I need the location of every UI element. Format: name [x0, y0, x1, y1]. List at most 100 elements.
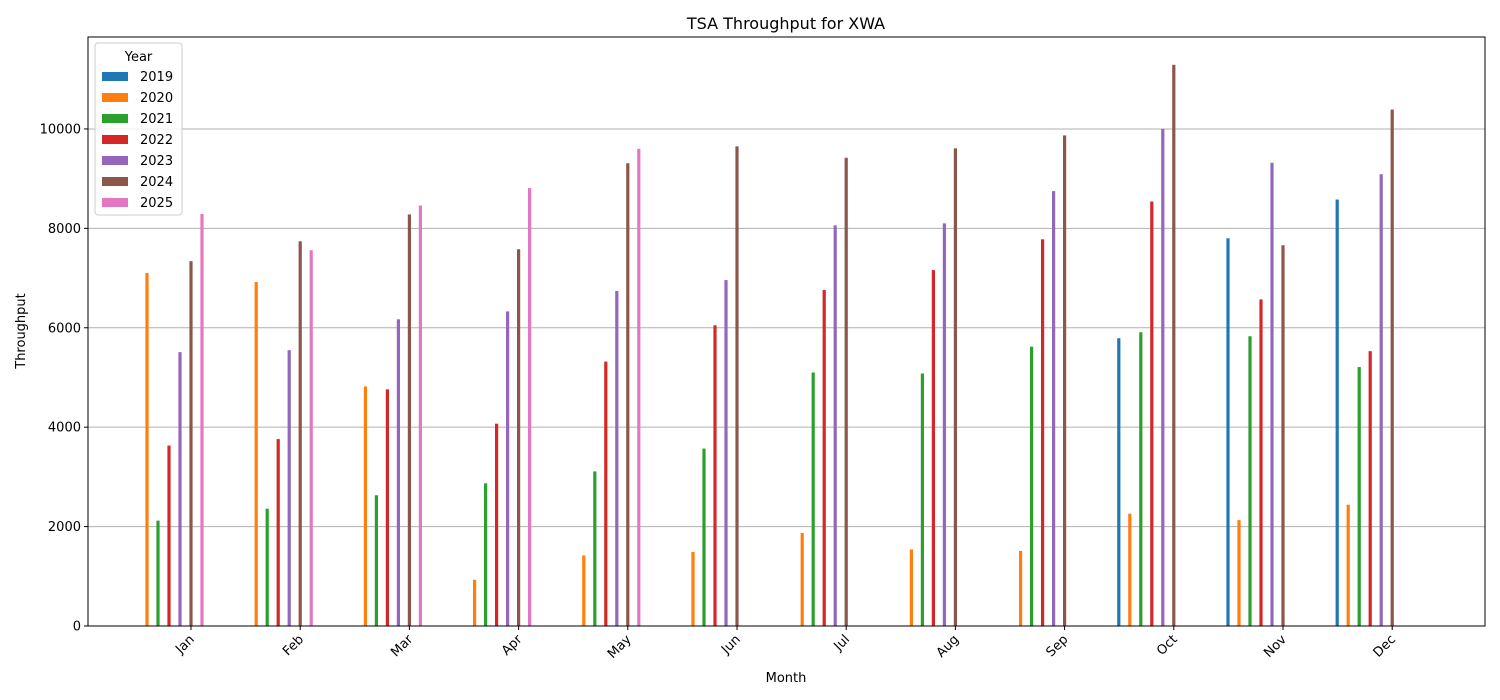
legend-swatch-2023: [102, 156, 128, 165]
bar-2024-Sep: [1063, 135, 1067, 626]
bar-2020-Sep: [1019, 550, 1023, 626]
bar-2023-Jan: [178, 352, 182, 626]
bar-2025-Apr: [528, 188, 532, 626]
bar-2024-Feb: [298, 241, 302, 626]
x-tick-label: Apr: [499, 632, 526, 659]
chart-title: TSA Throughput for XWA: [686, 14, 885, 33]
bar-2023-Aug: [942, 223, 946, 627]
bar-2021-Sep: [1030, 346, 1034, 626]
bar-2020-Jul: [800, 533, 804, 626]
bar-2024-Oct: [1172, 64, 1176, 627]
bar-2021-Mar: [374, 495, 378, 626]
bar-2019-Dec: [1335, 199, 1339, 626]
bar-2023-Feb: [287, 350, 291, 626]
bar-2020-Jun: [691, 551, 695, 626]
bar-2022-Mar: [385, 389, 389, 626]
bar-2019-Nov: [1226, 238, 1230, 626]
bar-2023-Sep: [1052, 191, 1056, 626]
legend-swatch-2021: [102, 114, 128, 123]
bar-2020-Mar: [363, 386, 367, 626]
bar-2022-Feb: [276, 439, 280, 626]
bar-2024-Dec: [1390, 109, 1394, 626]
bar-2022-Jan: [167, 445, 171, 626]
bar-2020-Aug: [909, 549, 913, 626]
bar-2022-Dec: [1368, 351, 1372, 626]
bar-2022-May: [604, 361, 608, 626]
legend-swatch-2025: [102, 198, 128, 207]
legend-label-2023: 2023: [140, 154, 173, 169]
y-tick-label: 10000: [40, 122, 81, 137]
bar-2022-Jun: [713, 325, 717, 626]
bar-2023-Apr: [506, 311, 510, 626]
legend-label-2019: 2019: [140, 70, 173, 85]
bar-2024-Jun: [735, 146, 739, 626]
bar-2020-May: [582, 555, 586, 626]
bar-2023-Oct: [1161, 128, 1165, 626]
bar-2021-Jan: [156, 520, 160, 626]
legend-label-2021: 2021: [140, 112, 173, 127]
bar-2021-Apr: [484, 483, 488, 626]
x-tick-label: Jul: [831, 632, 853, 654]
x-tick-label: Sep: [1043, 632, 1071, 660]
legend: Year 2019 2020 2021 2022 2023 2024 2025: [94, 42, 183, 216]
bar-2021-May: [593, 471, 597, 626]
bar-2021-Nov: [1248, 336, 1252, 626]
bar-2025-Jan: [200, 213, 204, 626]
y-tick-label: 0: [73, 620, 81, 635]
bar-2024-Nov: [1281, 245, 1285, 626]
bar-2022-Oct: [1150, 201, 1154, 626]
bar-2023-Jun: [724, 280, 728, 626]
bar-2023-Nov: [1270, 162, 1274, 626]
bar-2021-Feb: [265, 508, 269, 626]
y-axis-label: Throughput: [14, 293, 29, 370]
bar-2021-Dec: [1357, 367, 1361, 626]
bar-2020-Apr: [473, 579, 477, 626]
bar-2023-Mar: [396, 319, 400, 626]
legend-box: [94, 42, 183, 216]
bar-2021-Jun: [702, 448, 706, 626]
y-tick-label: 2000: [48, 520, 81, 535]
y-tick-label: 8000: [48, 222, 81, 237]
bar-2020-Nov: [1237, 520, 1241, 626]
legend-label-2022: 2022: [140, 133, 173, 148]
bar-2023-Dec: [1379, 174, 1383, 626]
bar-2020-Dec: [1346, 504, 1350, 626]
x-axis: Jan Feb Mar Apr May Jun Jul Aug Sep Oct Nov Dec: [172, 626, 1399, 662]
bar-2021-Jul: [811, 372, 815, 626]
x-tick-label: Mar: [388, 632, 416, 660]
x-tick-label: Jan: [172, 632, 197, 657]
bar-2020-Feb: [254, 282, 258, 626]
bar-2024-Apr: [517, 249, 521, 626]
bar-2020-Oct: [1128, 513, 1132, 626]
legend-label-2025: 2025: [140, 196, 173, 211]
legend-title: Year: [124, 50, 153, 65]
bar-2022-Aug: [931, 270, 935, 626]
gridlines: [88, 128, 1485, 627]
y-axis: 0 2000 4000 6000 8000 10000: [40, 122, 88, 635]
bar-2023-May: [615, 290, 619, 626]
bar-2019-Oct: [1117, 338, 1121, 626]
x-tick-label: Dec: [1371, 632, 1399, 660]
bar-2024-Jan: [189, 261, 193, 626]
bar-2022-Apr: [495, 423, 499, 626]
bar-2022-Jul: [822, 289, 826, 626]
bar-2025-May: [637, 148, 641, 626]
x-tick-label: Nov: [1261, 632, 1290, 661]
x-tick-label: May: [605, 632, 635, 662]
bar-2021-Oct: [1139, 332, 1143, 626]
bar-2024-May: [626, 163, 630, 626]
bar-2022-Sep: [1041, 239, 1045, 626]
legend-swatch-2020: [102, 93, 128, 102]
bar-2021-Aug: [920, 373, 924, 626]
bar-2025-Feb: [309, 250, 313, 626]
plot-frame: [87, 36, 1486, 627]
x-tick-label: Jun: [718, 632, 744, 658]
bar-2024-Mar: [407, 214, 411, 627]
x-tick-label: Feb: [280, 632, 307, 659]
bar-2022-Nov: [1259, 299, 1263, 626]
legend-label-2024: 2024: [140, 175, 173, 190]
x-axis-label: Month: [766, 671, 807, 686]
bar-2024-Jul: [844, 157, 848, 626]
x-tick-label: Oct: [1154, 632, 1181, 659]
